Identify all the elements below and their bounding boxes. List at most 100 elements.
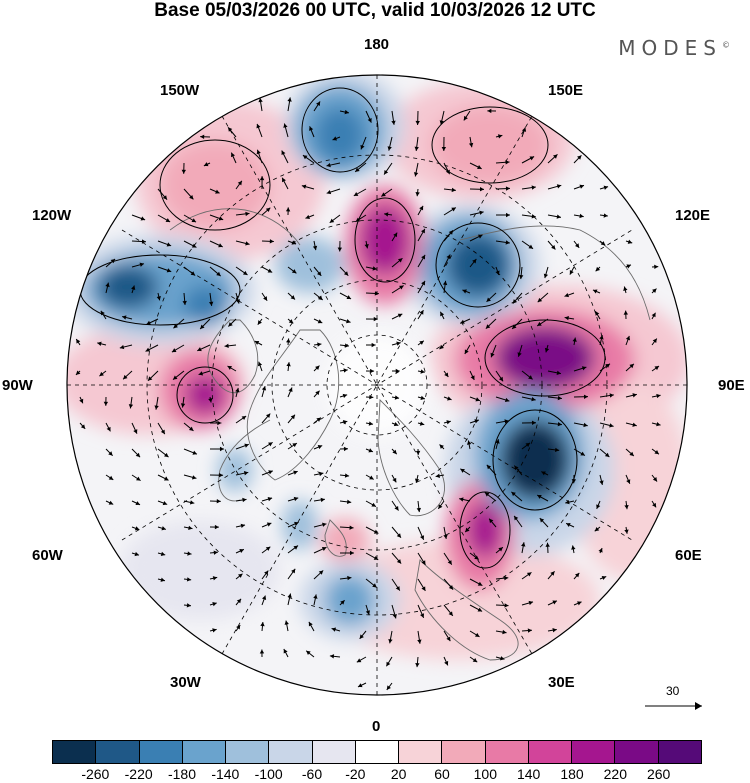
wind-vector-head [212,602,217,607]
wind-vector-head [156,296,161,301]
wind-vector-head [97,341,102,346]
wind-vector-head [415,120,420,125]
wind-vector-head [575,243,580,248]
wind-vector-head [166,268,172,273]
wind-vector-head [162,195,168,200]
wind-vector-head [214,524,219,530]
wind-vector-head [543,273,549,279]
wind-vector-head [609,393,614,398]
wind-vector-head [388,638,393,644]
wind-vector-head [518,274,524,280]
wind-vector-head [257,320,262,325]
anomaly-broad-atlantic [120,520,280,620]
wind-vector-head [340,600,345,605]
wind-vector-head [495,270,500,275]
wind-vector-head [364,243,369,249]
wind-vector-head [474,419,479,424]
wind-vector-head [108,500,114,505]
wind-vector-head [215,189,220,194]
wind-vector-head [514,515,519,521]
wind-vector-head [171,348,177,353]
coast-europe [414,559,519,661]
wind-vector-head [243,471,249,476]
wind-vector-head [288,387,293,393]
legend-tick-label: -140 [211,766,240,782]
wind-vector-head [319,471,324,477]
anomaly-mid-kamchatka [430,105,550,185]
wind-vector-head [565,499,570,505]
wind-vector-head [367,118,372,123]
wind-vector-head [128,404,134,409]
wind-vector-head [579,213,584,219]
coast-labrador [218,419,271,502]
wind-vector-head [479,210,484,215]
wind-vector-head [551,245,556,250]
wind-vector-head [212,628,217,633]
wind-vector-head [497,134,503,139]
wind-vector-head [200,134,205,139]
wind-vector-head [291,240,297,245]
lon-label-120e: 120E [675,207,711,224]
wind-vector-head [384,212,389,217]
wind-vector-head [438,504,443,509]
wind-vector-head [654,450,659,455]
wind-vector-head [261,595,267,601]
wind-vector-head [329,218,335,223]
wind-vector-head [332,136,338,141]
wind-vector-head [131,285,136,290]
wind-vector-head [397,313,403,318]
wind-vector-head [446,420,451,425]
legend-swatch-11 [528,741,573,763]
wind-vector-head [219,472,224,478]
wind-vector-head [286,338,291,343]
coast-alaska [169,208,301,246]
coast-scandinavia [377,398,446,517]
wind-vector-head [372,266,377,271]
wind-vector-head [421,560,426,565]
wind-vector-head [652,338,657,344]
lon-label-30e: 30E [548,674,575,691]
wind-vector-head [238,573,243,578]
contour-kazakhstan [492,409,578,511]
legend-swatch-0 [53,741,97,763]
wind-vector-head [514,465,519,471]
wind-vector-head [356,658,362,663]
wind-vector-head [603,213,608,218]
wind-vector-head [164,452,169,458]
wind-vector-head [444,372,449,377]
coast-siberia [459,225,651,321]
wind-vector-head [521,127,527,132]
wind-vector-head [421,254,426,260]
wind-vector-head [531,420,536,426]
wind-vector-head [369,475,374,480]
wind-vector-head [512,324,517,329]
wind-vector-head [537,321,542,326]
wind-vector-head [445,169,450,175]
wind-vector-head [315,390,320,396]
reference-vector-head [695,702,702,710]
wind-vector-head [386,685,391,690]
wind-vector-head [360,144,365,150]
wind-vector-head [203,162,209,167]
wind-vector-head [511,491,516,497]
wind-vector-head [528,244,534,249]
lon-label-0: 0 [372,718,381,735]
wind-vector-head [343,271,349,276]
wind-vector-head [228,127,233,132]
wind-vector-head [505,212,510,218]
wind-vector-head [384,169,389,175]
wind-vector-head [344,109,349,115]
wind-vector-head [652,288,657,293]
legend-swatch-3 [182,741,227,763]
map-border [66,74,688,696]
wind-vector-head [154,405,159,410]
wind-vector-head [135,452,141,458]
wind-vector-head [240,523,246,528]
wind-vector-head [241,415,247,421]
wind-vector-head [581,366,587,371]
wind-vector-head [505,186,510,191]
wind-vector-head [439,120,444,125]
map-disc [67,75,687,695]
wind-vector-head [441,146,447,151]
wind-vector-head [258,98,263,103]
